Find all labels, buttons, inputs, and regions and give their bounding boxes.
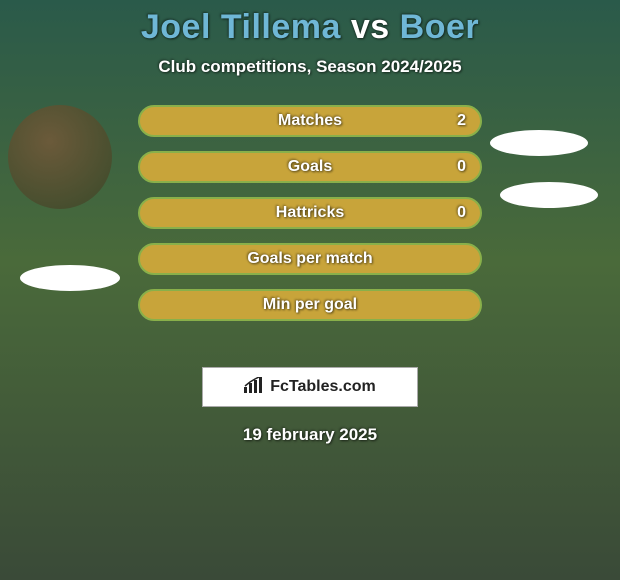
page-title: Joel Tillema vs Boer (0, 0, 620, 47)
stat-bar-value: 0 (457, 204, 466, 222)
stat-bar: Matches 2 (138, 105, 482, 137)
stat-bar: Hattricks 0 (138, 197, 482, 229)
watermark-text: FcTables.com (270, 378, 376, 396)
subtitle: Club competitions, Season 2024/2025 (0, 57, 620, 77)
stat-bar-label: Matches (278, 112, 342, 130)
stat-bar-value: 2 (457, 112, 466, 130)
stat-bar: Goals per match (138, 243, 482, 275)
stat-bars: Matches 2 Goals 0 Hattricks 0 Goals per match M… (138, 105, 482, 335)
stat-bar-value: 0 (457, 158, 466, 176)
decorative-ellipse-right-1 (490, 130, 588, 156)
stat-bar: Min per goal (138, 289, 482, 321)
stats-area: Matches 2 Goals 0 Hattricks 0 Goals per match M… (0, 105, 620, 355)
title-player-left: Joel Tillema (141, 8, 341, 46)
title-vs: vs (351, 8, 390, 46)
stat-bar: Goals 0 (138, 151, 482, 183)
comparison-card: Joel Tillema vs Boer Club competitions, … (0, 0, 620, 580)
title-player-right: Boer (400, 8, 479, 46)
stat-bar-label: Goals (288, 158, 332, 176)
decorative-ellipse-right-2 (500, 182, 598, 208)
bar-chart-icon (244, 377, 264, 398)
stat-bar-label: Hattricks (276, 204, 344, 222)
footer-date: 19 february 2025 (0, 425, 620, 445)
stat-bar-label: Min per goal (263, 296, 357, 314)
stat-bar-label: Goals per match (247, 250, 372, 268)
decorative-ellipse-left (20, 265, 120, 291)
player-left-avatar (8, 105, 112, 209)
watermark-badge: FcTables.com (202, 367, 418, 407)
